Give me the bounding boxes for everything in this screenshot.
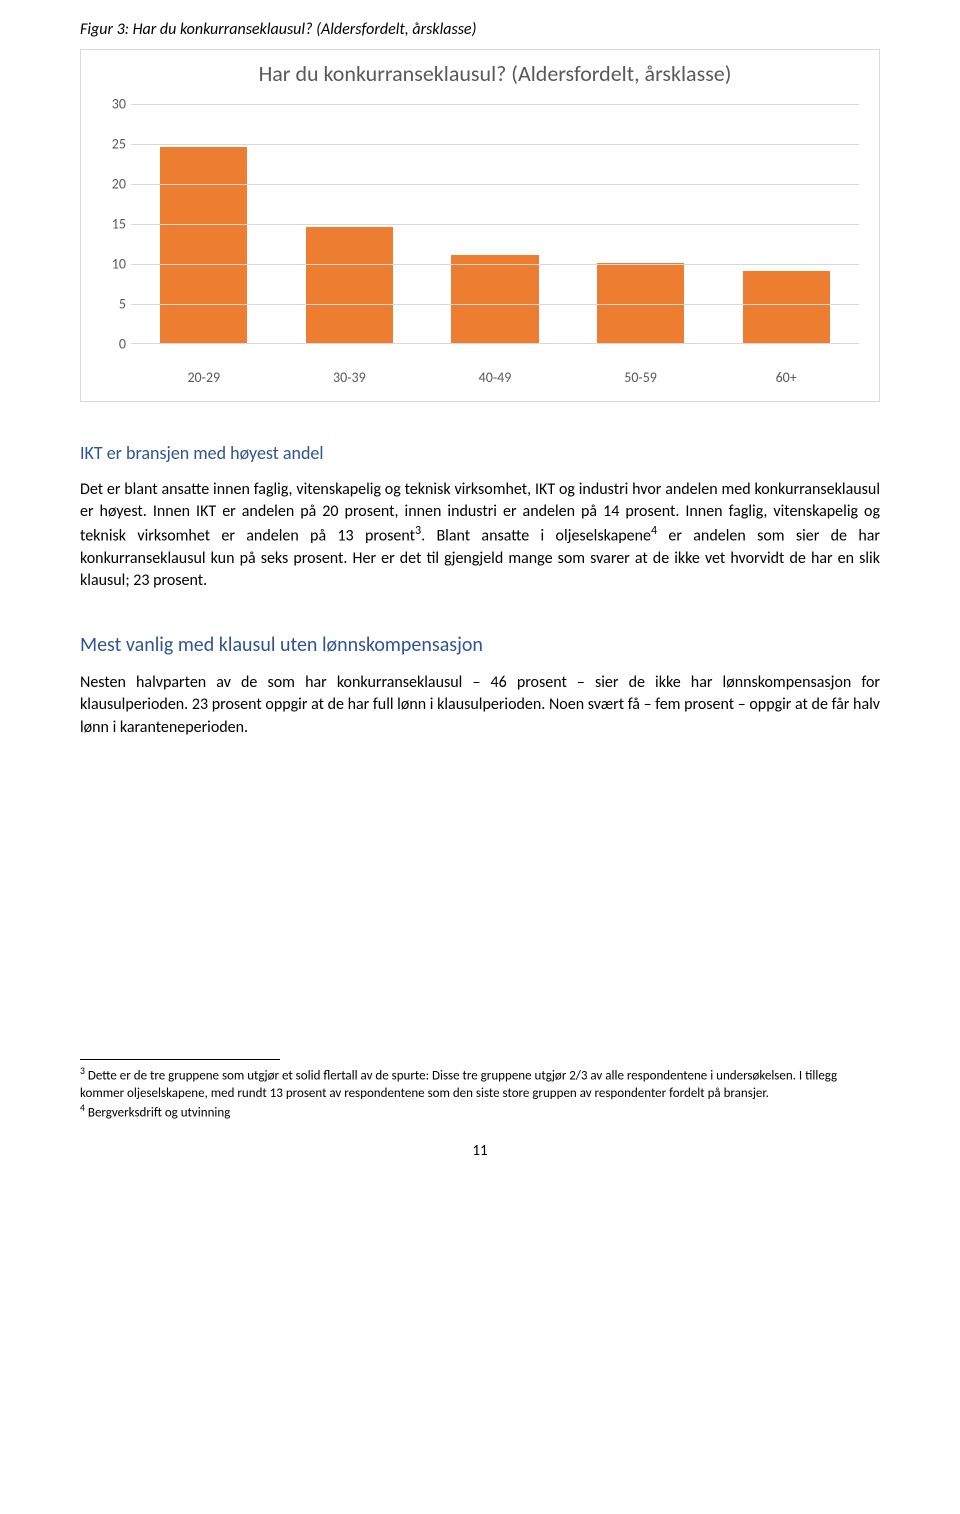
text-segment: . Blant ansatte i oljeselskapene [421,527,651,546]
chart-title: Har du konkurranseklausul? (Aldersfordel… [131,60,859,89]
y-tick: 0 [101,335,126,352]
x-label: 60+ [713,369,859,386]
bar [451,255,538,343]
footnote-3: 3 Dette er de tre gruppene som utgjør et… [80,1065,880,1102]
y-tick: 5 [101,295,126,312]
ikt-paragraph: Det er blant ansatte innen faglig, viten… [80,479,880,593]
x-label: 50-59 [568,369,714,386]
klausul-paragraph: Nesten halvparten av de som har konkurra… [80,672,880,739]
x-label: 30-39 [277,369,423,386]
bar [743,271,830,343]
section-heading-ikt: IKT er bransjen med høyest andel [80,442,880,464]
grid-line [131,224,859,225]
section-heading-klausul: Mest vanlig med klausul uten lønnskompen… [80,633,880,657]
bar [160,147,247,343]
bar-chart: Har du konkurranseklausul? (Aldersfordel… [80,49,880,402]
y-tick: 15 [101,215,126,232]
plot-area: 302520151050 [131,104,859,364]
footnote-3-text: Dette er de tre gruppene som utgjør et s… [80,1068,837,1101]
grid-line [131,264,859,265]
grid-line [131,144,859,145]
footnotes-block: 3 Dette er de tre gruppene som utgjør et… [80,1060,880,1122]
y-tick: 20 [101,175,126,192]
figure-caption: Figur 3: Har du konkurranseklausul? (Ald… [80,20,880,39]
grid-line [131,184,859,185]
y-tick: 10 [101,255,126,272]
bar [306,227,393,343]
chart-grid [131,104,859,344]
footnote-4-text: Bergverksdrift og utvinning [85,1106,230,1121]
page-number: 11 [80,1142,880,1160]
x-label: 20-29 [131,369,277,386]
y-tick: 25 [101,135,126,152]
y-tick: 30 [101,95,126,112]
footnote-4: 4 Bergverksdrift og utvinning [80,1102,880,1122]
bar [597,263,684,343]
grid-line [131,104,859,105]
grid-line [131,304,859,305]
y-axis-ticks: 302520151050 [101,104,126,344]
x-axis-labels: 20-2930-3940-4950-5960+ [131,369,859,386]
x-label: 40-49 [422,369,568,386]
